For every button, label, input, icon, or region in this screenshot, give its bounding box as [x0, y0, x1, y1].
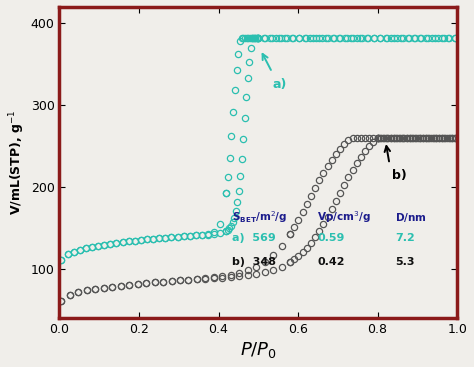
- Text: 7.2: 7.2: [395, 233, 415, 243]
- Text: a)  569: a) 569: [232, 233, 276, 243]
- Text: 5.3: 5.3: [395, 257, 415, 268]
- X-axis label: $P/P_0$: $P/P_0$: [240, 340, 277, 360]
- Y-axis label: V/mL(STP), g$^{-1}$: V/mL(STP), g$^{-1}$: [7, 110, 27, 215]
- Text: b)  348: b) 348: [232, 257, 276, 268]
- Text: a): a): [273, 78, 287, 91]
- Text: $\mathbf{Vp}$/cm$^3$/g: $\mathbf{Vp}$/cm$^3$/g: [317, 210, 371, 225]
- Text: $\mathbf{S_{BET}}$/m$^2$/g: $\mathbf{S_{BET}}$/m$^2$/g: [232, 210, 288, 225]
- Text: 0.59: 0.59: [317, 233, 345, 243]
- Text: b): b): [392, 169, 406, 182]
- Text: 0.42: 0.42: [317, 257, 345, 268]
- Text: $\mathbf{D}$/nm: $\mathbf{D}$/nm: [395, 211, 427, 224]
